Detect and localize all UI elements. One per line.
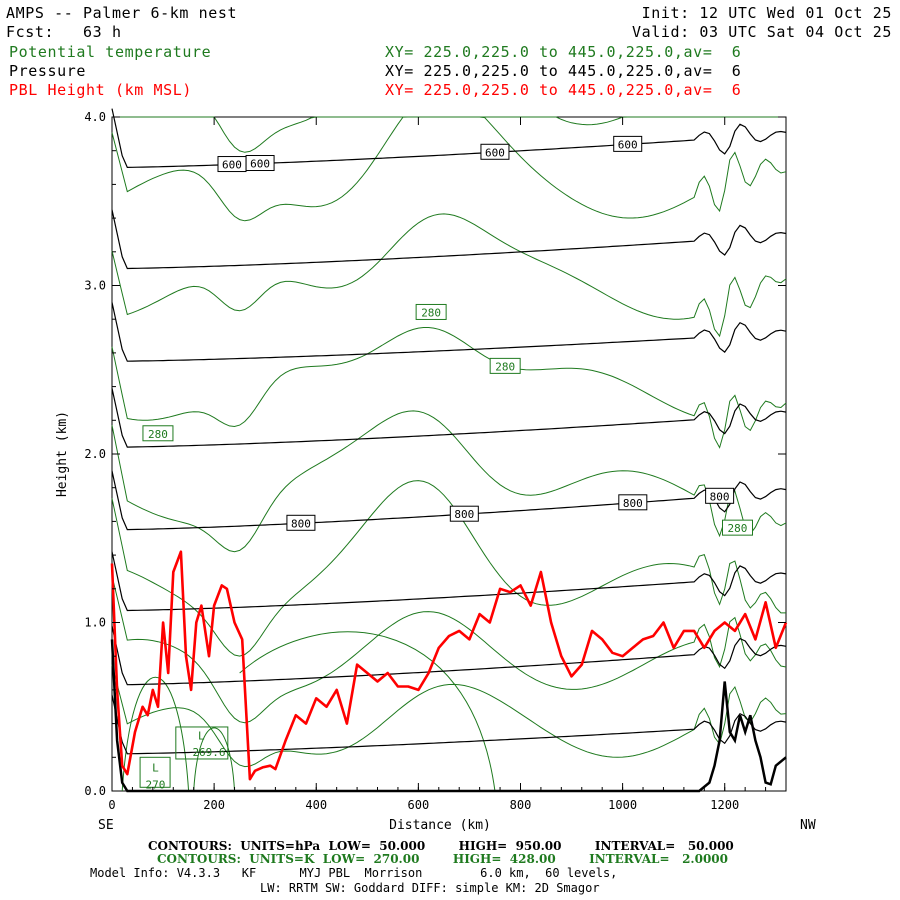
- theta-contour: [111, 664, 787, 768]
- theta-label: 280: [495, 360, 515, 373]
- theta-contours: [111, 116, 787, 792]
- init-time: Init: 12 UTC Wed 01 Oct 25: [641, 4, 892, 22]
- theta-contour: [111, 575, 787, 724]
- theta-label: 280: [421, 306, 441, 319]
- pressure-contour: [111, 302, 787, 362]
- terrain-series: [110, 639, 787, 793]
- theta-label: 280: [728, 522, 748, 535]
- forecast-hour: Fcst: 63 h: [6, 23, 122, 41]
- footer-model-info-2: LW: RRTM SW: Goddard DIFF: simple KM: 2D…: [260, 881, 600, 895]
- footer-contours-pressure: CONTOURS: UNITS=hPa LOW= 50.000 HIGH= 95…: [148, 839, 734, 853]
- theta-label-box: [721, 519, 753, 536]
- theta-label: 280: [148, 428, 168, 441]
- contour-labels: 800 800 800 800 600 600 600 600 280 280 280 280 L 269…: [139, 135, 753, 791]
- theta-label: L: [198, 729, 205, 742]
- theta-contour-low: [121, 677, 190, 792]
- pressure-label: 600: [618, 138, 638, 151]
- field-xy-theta: XY= 225.0,225.0 to 445.0,225.0,av= 6: [385, 43, 742, 61]
- field-name-theta: Potential temperature: [9, 43, 212, 61]
- pressure-label-box: [449, 505, 479, 522]
- footer-contours-theta: CONTOURS: UNITS=K LOW= 270.00 HIGH= 428.…: [157, 852, 728, 866]
- pbl-height-series: [110, 550, 788, 781]
- x-tick-label: 800: [510, 798, 532, 812]
- pressure-contour: [111, 470, 787, 531]
- pressure-contour: [111, 551, 787, 612]
- pressure-label-box: [705, 487, 735, 504]
- pressure-label-box: [613, 135, 643, 152]
- pressure-label-box: [480, 143, 510, 160]
- footer-model-info: Model Info: V4.3.3 KF MYJ PBL Morrison 6…: [90, 866, 618, 880]
- theta-contour: [111, 327, 787, 449]
- pressure-label: 800: [710, 490, 730, 503]
- pressure-label: 800: [291, 517, 311, 530]
- x-tick-label: 1200: [710, 798, 739, 812]
- theta-label: L: [152, 761, 159, 774]
- theta-contour: [111, 116, 787, 222]
- theta-contour: [111, 410, 787, 553]
- y-tick-label: 1.0: [84, 616, 106, 630]
- x-tick-label: 0: [108, 798, 115, 812]
- y-tick-label: 2.0: [84, 447, 106, 461]
- theta-contour: [111, 213, 787, 338]
- valid-time: Valid: 03 UTC Sat 04 Oct 25: [631, 23, 892, 41]
- plot-frame: [111, 116, 787, 792]
- pressure-contour: [111, 388, 787, 448]
- pressure-contour: [111, 625, 787, 686]
- chart-title: AMPS -- Palmer 6-km nest: [6, 4, 238, 22]
- theta-label-box: [142, 425, 174, 442]
- theta-contour: [112, 116, 786, 153]
- field-name-pbl: PBL Height (km MSL): [9, 81, 192, 99]
- y-tick-label: 0.0: [84, 784, 106, 798]
- theta-label: 270: [145, 778, 165, 791]
- pressure-label: 800: [454, 508, 474, 521]
- x-tick-label: 600: [408, 798, 430, 812]
- x-tick-label: 1000: [608, 798, 637, 812]
- x-tick-label: 200: [203, 798, 225, 812]
- theta-contour: [111, 480, 786, 657]
- pressure-label: 600: [250, 158, 270, 171]
- pressure-label: 600: [485, 146, 505, 159]
- theta-contour-low: [239, 631, 496, 792]
- pressure-label: 600: [222, 159, 242, 172]
- x-end-label-right: NW: [800, 818, 816, 833]
- y-axis-label: Height (km): [55, 411, 70, 497]
- x-axis-label: Distance (km): [389, 818, 491, 833]
- pressure-label-box: [286, 514, 316, 531]
- pressure-label-box: [245, 155, 275, 172]
- y-tick-label: 3.0: [84, 279, 106, 293]
- pbl-height-line: [110, 550, 788, 781]
- theta-label-box: [415, 303, 447, 320]
- axes: 0.0 1.0 2.0 3.0 4.0 0 200 400 600 800 1000 1200: [84, 110, 787, 812]
- pressure-label-box: [618, 494, 648, 511]
- theta-low-box: [139, 756, 171, 788]
- x-end-label-left: SE: [98, 818, 114, 833]
- terrain-line: [110, 639, 787, 793]
- x-tick-label: 400: [305, 798, 327, 812]
- theta-label-box: [489, 357, 521, 374]
- theta-label: 269.6: [192, 746, 225, 759]
- theta-contour-low: [193, 727, 236, 792]
- pressure-contour: [111, 209, 787, 270]
- theta-low-box: [175, 726, 229, 760]
- field-name-pressure: Pressure: [9, 62, 87, 80]
- field-xy-pbl: XY= 225.0,225.0 to 445.0,225.0,av= 6: [385, 81, 742, 99]
- pressure-contour: [111, 694, 787, 755]
- field-xy-pressure: XY= 225.0,225.0 to 445.0,225.0,av= 6: [385, 62, 742, 80]
- y-tick-label: 4.0: [84, 110, 106, 124]
- pressure-label: 800: [623, 497, 643, 510]
